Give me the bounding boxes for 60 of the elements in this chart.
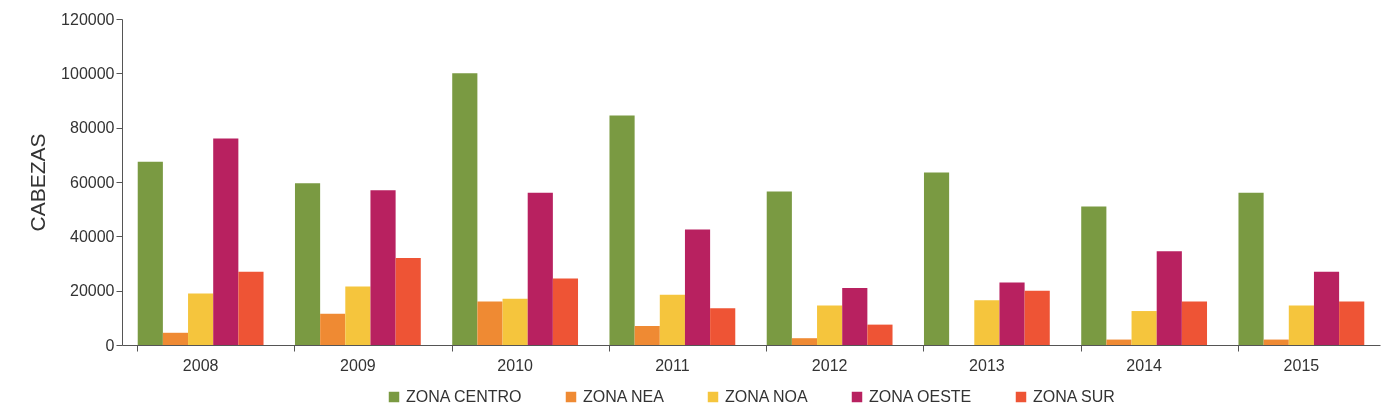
legend-label: ZONA SUR <box>1033 388 1115 405</box>
legend-label: ZONA NOA <box>725 388 809 405</box>
x-tick-label: 2014 <box>1126 356 1163 374</box>
legend-label: ZONA CENTRO <box>406 388 522 405</box>
bar <box>1106 339 1132 345</box>
bar <box>137 161 163 345</box>
bar <box>766 191 792 345</box>
bar <box>238 271 264 345</box>
y-tick-label: 100000 <box>61 64 115 82</box>
bar <box>999 282 1025 345</box>
bar <box>817 305 843 345</box>
bar <box>452 73 478 345</box>
x-tick-label: 2011 <box>655 356 690 374</box>
bar <box>320 313 346 345</box>
x-tick-label: 2010 <box>497 356 534 374</box>
bar <box>1313 271 1340 345</box>
y-tick-label: 0 <box>105 336 115 354</box>
bar <box>370 190 396 345</box>
bar <box>1081 206 1107 345</box>
bar <box>527 192 553 345</box>
bar <box>162 332 189 345</box>
bar <box>1131 311 1157 345</box>
bar <box>842 287 868 345</box>
x-tick-label: 2015 <box>1283 356 1320 374</box>
bar <box>213 138 239 345</box>
x-tick-label: 2013 <box>969 356 1005 374</box>
bar <box>974 300 1000 345</box>
x-tick-label: 2009 <box>340 356 376 374</box>
bar <box>684 229 711 345</box>
bar <box>477 301 503 345</box>
bar <box>867 324 893 345</box>
y-tick-label: 80000 <box>70 119 115 137</box>
x-tick-label: 2012 <box>811 356 848 374</box>
bar <box>1238 192 1264 345</box>
y-tick-label: 40000 <box>70 227 115 245</box>
bar <box>395 258 421 345</box>
legend-label: ZONA NEA <box>583 388 665 405</box>
bar <box>791 338 818 345</box>
bar <box>923 172 950 345</box>
y-tick-label: 20000 <box>70 282 115 300</box>
bar <box>188 293 214 345</box>
legend-label: ZONA OESTE <box>869 388 972 405</box>
y-tick-label: 60000 <box>70 173 115 191</box>
bar <box>659 294 685 345</box>
bar <box>710 308 736 345</box>
bar <box>1339 301 1365 345</box>
bar <box>1024 290 1050 345</box>
bar <box>609 115 635 345</box>
x-tick-label: 2008 <box>182 356 219 374</box>
bar <box>1181 301 1208 345</box>
bar <box>1156 251 1182 345</box>
y-axis-title: CABEZAS <box>26 133 50 232</box>
bar <box>1263 339 1289 345</box>
y-tick-label: 120000 <box>61 10 115 28</box>
bar <box>345 286 371 345</box>
bar <box>502 298 528 345</box>
bar <box>634 325 660 345</box>
bar <box>294 183 321 345</box>
bar <box>552 278 579 345</box>
bar <box>1288 305 1314 345</box>
